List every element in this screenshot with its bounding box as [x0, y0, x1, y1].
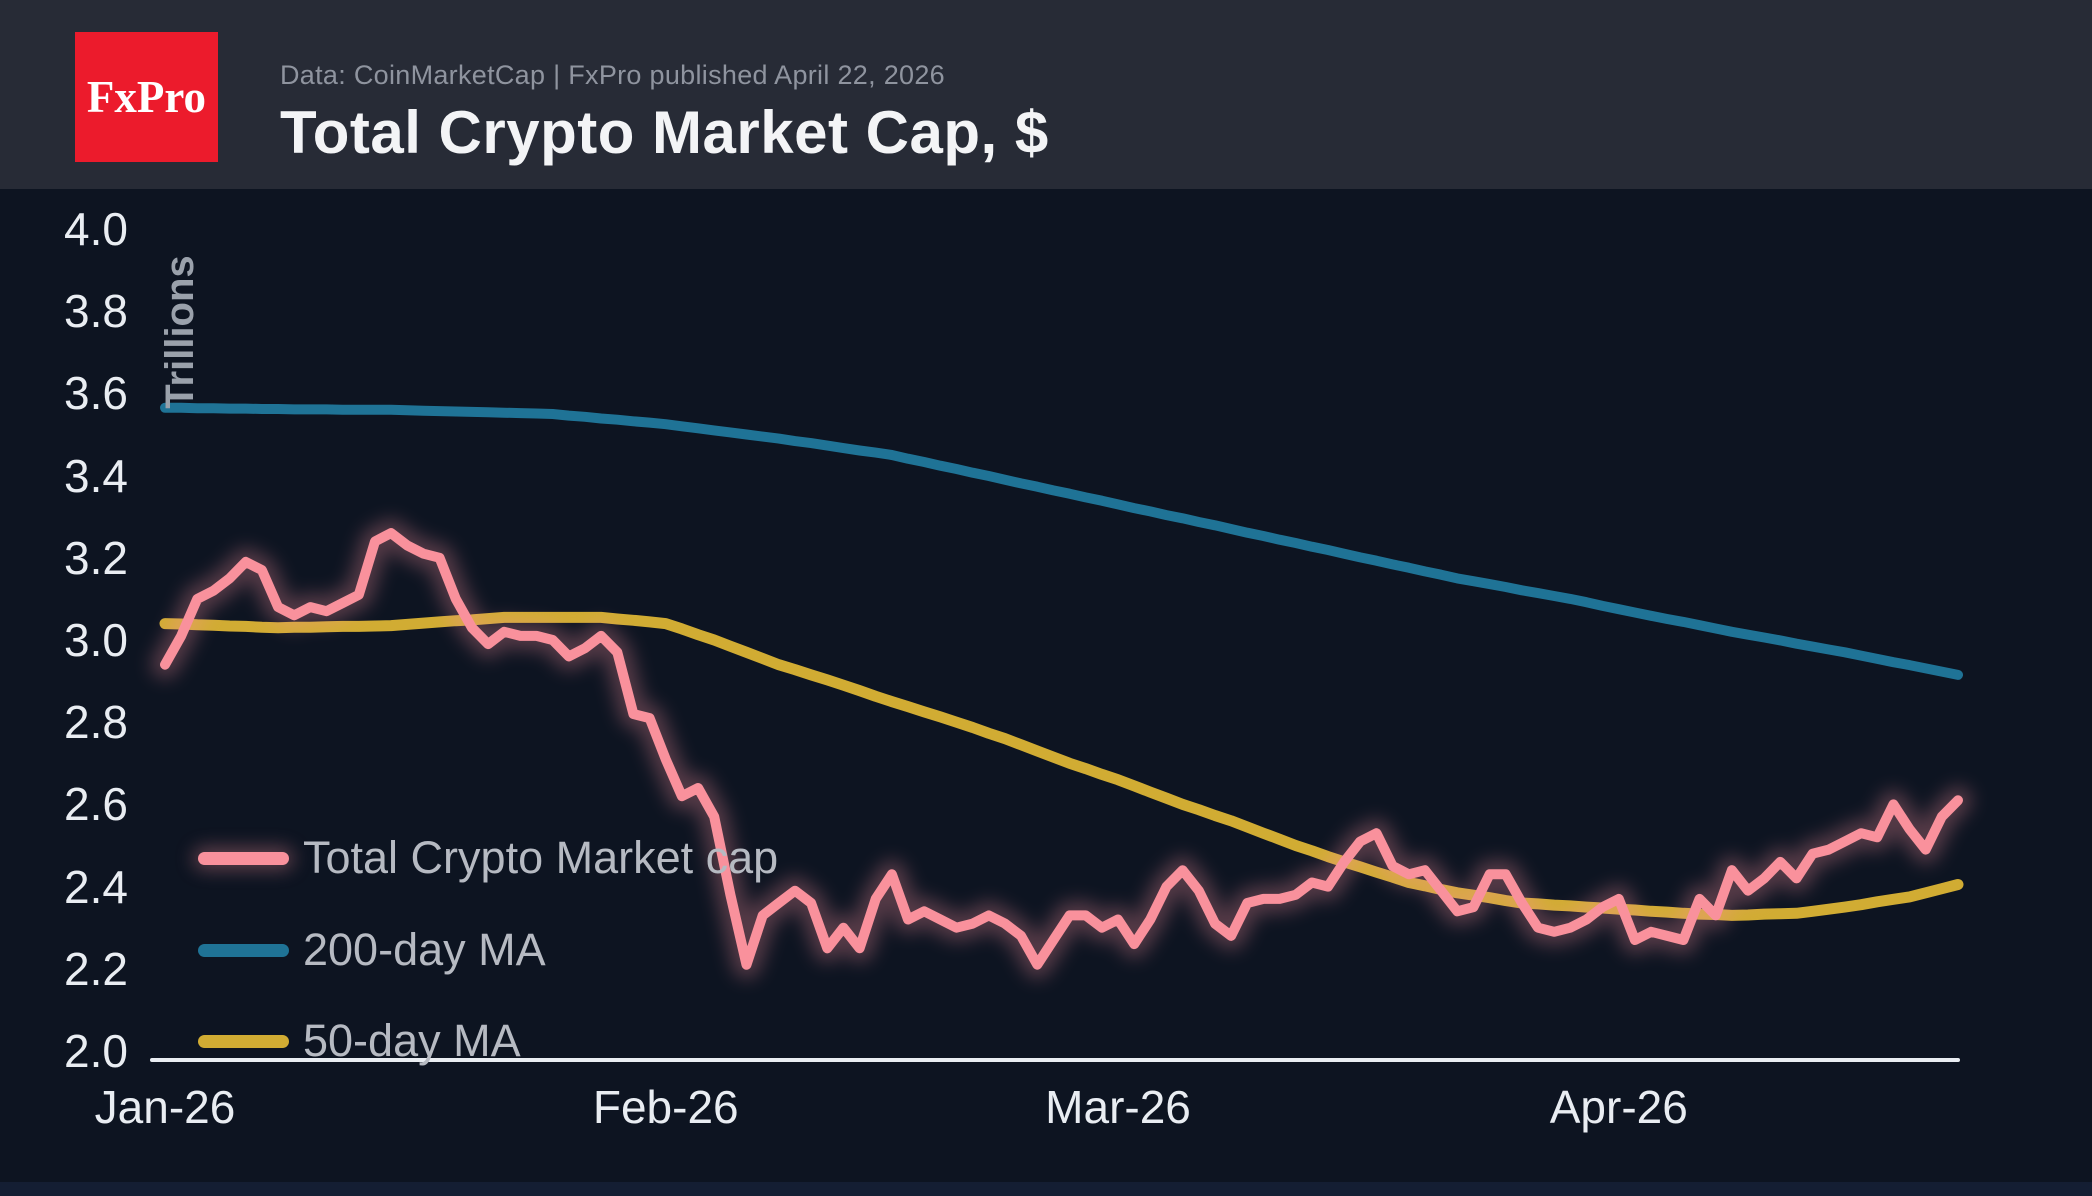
market-cap-line [160, 528, 1963, 970]
y-tick-label: 2.0 [64, 1025, 128, 1077]
ma200-line [160, 402, 1963, 680]
y-tick-label: 2.2 [64, 942, 128, 995]
y-tick-label: 3.0 [64, 614, 128, 666]
legend-swatch-total-market-cap [198, 851, 289, 865]
legend-item-50-day-ma: 50-day MA [198, 1018, 521, 1064]
chart-title: Total Crypto Market Cap, $ [280, 99, 1049, 166]
chart-source-caption: Data: CoinMarketCap | FxPro published Ap… [280, 60, 945, 90]
x-tick-label: Apr-26 [1549, 1081, 1688, 1133]
y-tick-label: 2.4 [64, 860, 128, 913]
legend-item-total-market-cap: Total Crypto Market cap [198, 835, 778, 881]
fxpro-logo: FxPro [75, 32, 218, 162]
y-tick-label: 3.2 [64, 531, 128, 584]
y-tick-label: 3.4 [64, 449, 128, 502]
y-tick-label: 3.8 [64, 285, 128, 338]
legend-swatch-200-day-ma [198, 943, 289, 957]
market-cap-line-glow [151, 519, 1972, 979]
x-tick-label: Jan-26 [94, 1081, 236, 1133]
legend-item-200-day-ma: 200-day MA [198, 927, 546, 973]
x-tick-label: Feb-26 [592, 1081, 739, 1133]
x-tick-label: Mar-26 [1045, 1081, 1191, 1133]
y-axis-title: Trillions [158, 255, 202, 409]
y-tick-label: 4.0 [64, 203, 128, 255]
legend-label-200-day-ma: 200-day MA [303, 924, 546, 975]
legend-label-50-day-ma: 50-day MA [303, 1015, 521, 1066]
y-tick-label: 2.6 [64, 778, 128, 831]
legend-swatch-50-day-ma [198, 1034, 289, 1048]
y-tick-label: 2.8 [64, 696, 128, 749]
footer-strip [0, 1182, 2092, 1196]
fxpro-logo-text: FxPro [86, 72, 207, 122]
legend-label-total-market-cap: Total Crypto Market cap [303, 832, 779, 883]
y-tick-label: 3.6 [64, 367, 128, 420]
header: FxPro Data: CoinMarketCap | FxPro publis… [0, 0, 2092, 189]
